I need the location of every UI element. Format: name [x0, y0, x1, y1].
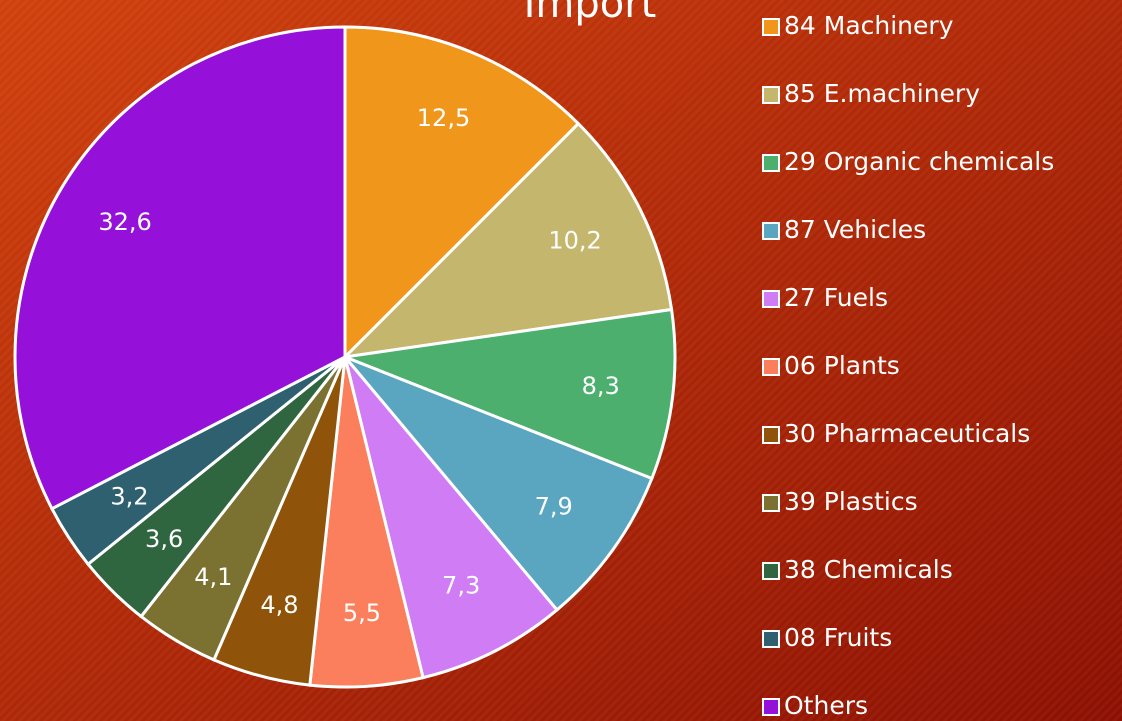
- data-label: 5,5: [343, 599, 381, 627]
- legend-label: 85 E.machinery: [784, 79, 980, 108]
- legend-swatch: [762, 358, 780, 376]
- data-label: 4,1: [194, 563, 232, 591]
- legend-swatch: [762, 86, 780, 104]
- legend-label: 38 Chemicals: [784, 555, 953, 584]
- pie-slice: [339, 307, 677, 481]
- pie-slice: [340, 121, 674, 360]
- legend-swatch: [762, 494, 780, 512]
- data-label: 10,2: [548, 227, 601, 255]
- legend-swatch: [762, 222, 780, 240]
- legend-swatch: [762, 426, 780, 444]
- data-label: 4,8: [260, 591, 298, 619]
- data-label: 7,3: [442, 572, 480, 600]
- legend-label: 06 Plants: [784, 351, 900, 380]
- pie-slice: [343, 356, 560, 680]
- legend-swatch: [762, 698, 780, 716]
- legend-label: 08 Fruits: [784, 623, 892, 652]
- data-label: 3,2: [110, 483, 148, 511]
- pie-slice: [343, 355, 654, 613]
- chart-title: Import: [524, 0, 657, 27]
- legend-swatch: [762, 630, 780, 648]
- legend-swatch: [762, 562, 780, 580]
- data-label: 8,3: [582, 372, 620, 400]
- data-label: 32,6: [98, 208, 151, 236]
- legend-swatch: [762, 290, 780, 308]
- data-label: 7,9: [535, 493, 573, 521]
- legend-swatch: [762, 18, 780, 36]
- legend-label: 39 Plastics: [784, 487, 918, 516]
- pie-slice: [343, 25, 581, 361]
- legend-label: 27 Fuels: [784, 283, 888, 312]
- data-label: 3,6: [145, 525, 183, 553]
- legend-label: 87 Vehicles: [784, 215, 926, 244]
- legend-label: 29 Organic chemicals: [784, 147, 1054, 176]
- legend-label: 30 Pharmaceuticals: [784, 419, 1030, 448]
- legend-swatch: [762, 154, 780, 172]
- pie-slice: [13, 25, 347, 511]
- legend-label: Others: [784, 691, 868, 720]
- legend-label: 84 Machinery: [784, 11, 954, 40]
- data-label: 12,5: [417, 104, 470, 132]
